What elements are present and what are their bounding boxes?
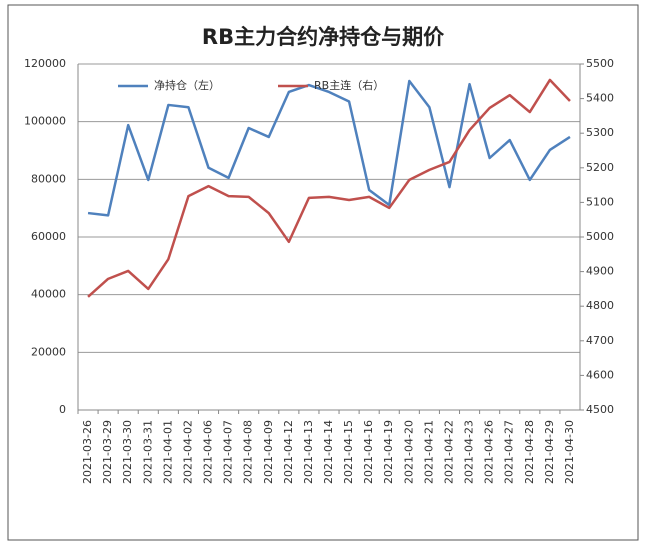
series-line — [87, 79, 571, 217]
y2-tick-label: 4800 — [586, 299, 614, 312]
x-tick-label: 2021-04-22 — [442, 420, 455, 484]
x-tick-label: 2021-03-29 — [101, 420, 114, 484]
x-tick-label: 2021-04-28 — [523, 420, 536, 484]
y-tick-label: 40000 — [31, 288, 66, 301]
y-tick-label: 120000 — [24, 57, 66, 70]
x-tick-label: 2021-04-16 — [362, 420, 375, 484]
legend-label: RB主连（右） — [314, 78, 384, 92]
x-tick-label: 2021-04-09 — [262, 420, 275, 484]
x-tick-label: 2021-04-02 — [181, 420, 194, 484]
y2-tick-label: 4900 — [586, 265, 614, 278]
y2-tick-label: 4700 — [586, 334, 614, 347]
y2-tick-label: 5100 — [586, 195, 614, 208]
chart-frame — [7, 4, 639, 541]
x-tick-label: 2021-04-06 — [202, 420, 215, 484]
y-tick-label: 0 — [59, 403, 66, 416]
x-tick-label: 2021-04-21 — [422, 420, 435, 484]
x-tick-label: 2021-04-01 — [161, 420, 174, 484]
x-tick-label: 2021-03-26 — [81, 420, 94, 484]
x-tick-label: 2021-03-30 — [121, 420, 134, 484]
y2-tick-label: 5300 — [586, 126, 614, 139]
x-tick-label: 2021-04-15 — [342, 420, 355, 484]
y-tick-label: 60000 — [31, 230, 66, 243]
x-tick-label: 2021-04-08 — [242, 420, 255, 484]
x-tick-label: 2021-04-14 — [322, 420, 335, 484]
x-tick-label: 2021-03-31 — [141, 420, 154, 484]
series-line — [87, 78, 571, 298]
y-tick-label: 20000 — [31, 345, 66, 358]
x-tick-label: 2021-04-27 — [503, 420, 516, 484]
x-tick-label: 2021-04-23 — [463, 420, 476, 484]
y-tick-label: 100000 — [24, 115, 66, 128]
legend-label: 净持仓（左） — [154, 78, 220, 92]
x-tick-label: 2021-04-19 — [382, 420, 395, 484]
chart-title: RB主力合约净持仓与期价 — [202, 25, 445, 49]
x-tick-label: 2021-04-29 — [543, 420, 556, 484]
y2-tick-label: 5500 — [586, 57, 614, 70]
x-tick-label: 2021-04-13 — [302, 420, 315, 484]
y2-tick-label: 4500 — [586, 403, 614, 416]
x-tick-label: 2021-04-07 — [222, 420, 235, 484]
y-tick-label: 80000 — [31, 172, 66, 185]
y2-tick-label: 5400 — [586, 92, 614, 105]
y2-tick-label: 4600 — [586, 368, 614, 381]
x-tick-label: 2021-04-12 — [282, 420, 295, 484]
y2-tick-label: 5000 — [586, 230, 614, 243]
y2-tick-label: 5200 — [586, 161, 614, 174]
x-tick-label: 2021-04-30 — [563, 420, 576, 484]
x-tick-label: 2021-04-20 — [402, 420, 415, 484]
x-tick-label: 2021-04-26 — [483, 420, 496, 484]
